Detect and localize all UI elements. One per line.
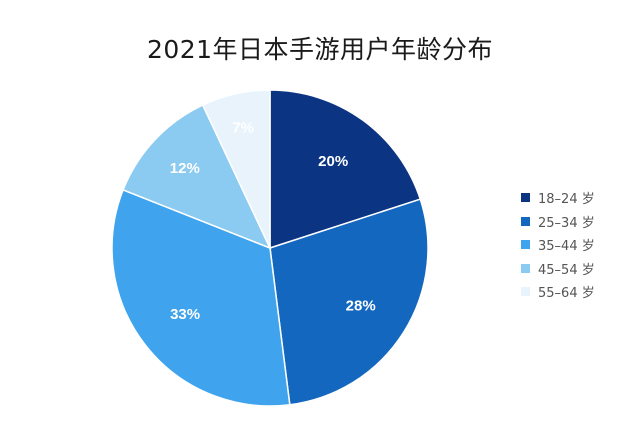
legend-item-18-24: 18–24 岁 xyxy=(521,186,595,210)
legend-swatch xyxy=(521,263,530,273)
slice-25-34 xyxy=(269,198,429,406)
legend-swatch xyxy=(521,240,530,250)
legend-label: 25–34 岁 xyxy=(538,215,595,231)
legend-item-25-34: 25–34 岁 xyxy=(521,210,595,234)
slice-label: 7% xyxy=(232,120,254,137)
slice-18-24 xyxy=(269,89,422,250)
legend-label: 18–24 岁 xyxy=(538,192,595,208)
slice-45-54 xyxy=(122,104,272,250)
legend-item-35-44: 35–44 岁 xyxy=(521,233,595,257)
slice-label: 33% xyxy=(170,306,200,323)
legend-label: 35–44 岁 xyxy=(538,239,595,255)
legend: 18–24 岁 25–34 岁 35–44 岁 45–54 岁 55–64 岁 xyxy=(521,186,595,304)
slice-35-44 xyxy=(111,188,291,407)
legend-swatch xyxy=(521,216,530,226)
legend-item-55-64: 55–64 岁 xyxy=(521,280,595,304)
legend-swatch xyxy=(521,287,530,297)
slice-55-64 xyxy=(201,89,271,249)
legend-label: 55–64 岁 xyxy=(538,286,595,302)
slice-label: 12% xyxy=(170,160,200,177)
slice-label: 28% xyxy=(346,298,376,315)
legend-swatch xyxy=(521,193,530,203)
legend-item-45-54: 45–54 岁 xyxy=(521,257,595,281)
slice-label: 20% xyxy=(318,153,348,170)
chart-title: 2021年日本手游用户年龄分布 xyxy=(146,35,494,64)
legend-label: 45–54 岁 xyxy=(538,262,595,278)
